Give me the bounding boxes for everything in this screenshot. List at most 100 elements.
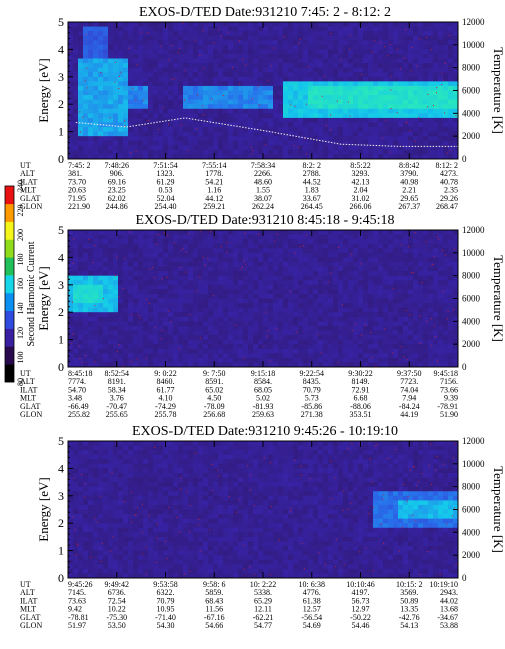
heatmap-cell	[163, 90, 169, 96]
heatmap-cell	[328, 49, 334, 55]
heatmap-cell	[288, 63, 294, 69]
heatmap-cell	[203, 49, 209, 55]
heatmap-cell	[218, 122, 224, 128]
heatmap-cell	[148, 239, 154, 245]
heatmap-cell	[153, 44, 159, 50]
heatmap-cell	[233, 362, 239, 368]
heatmap-cell	[338, 230, 344, 235]
heatmap-cell	[408, 67, 414, 73]
heatmap-cell	[68, 72, 74, 78]
heatmap-cell	[323, 63, 329, 69]
heatmap-cell	[363, 362, 369, 368]
heatmap-cell	[338, 303, 344, 309]
heatmap-cell	[368, 63, 374, 69]
heatmap-cell	[253, 325, 259, 331]
heatmap-cell	[448, 357, 454, 363]
heatmap-cell	[233, 289, 239, 295]
heatmap-cell	[303, 72, 309, 78]
heatmap-cell	[198, 293, 204, 299]
heatmap-cell	[108, 257, 114, 263]
heatmap-cell	[73, 243, 79, 249]
heatmap-cell	[338, 353, 344, 359]
heatmap-cell	[323, 330, 329, 336]
heatmap-cell	[263, 136, 269, 142]
heatmap-cell	[333, 275, 339, 281]
heatmap-cell	[283, 330, 289, 336]
heatmap-cell	[358, 72, 364, 78]
heatmap-cell	[228, 22, 234, 27]
heatmap-cell	[173, 145, 179, 151]
heatmap-cell	[393, 67, 399, 73]
heatmap-cell	[318, 266, 324, 272]
heatmap-cell	[193, 58, 199, 64]
heatmap-cell	[448, 31, 454, 37]
heatmap-cell	[423, 344, 429, 350]
heatmap-cell	[303, 31, 309, 37]
heatmap-cell	[223, 280, 229, 286]
heatmap-cell	[398, 257, 404, 263]
heatmap-cell	[228, 271, 234, 277]
orbit-value: 52.04	[157, 194, 175, 203]
heatmap-cell	[353, 40, 359, 46]
heatmap-cell	[433, 330, 439, 336]
heatmap-cell	[293, 362, 299, 368]
heatmap-cell	[123, 31, 129, 37]
heatmap-cell	[158, 275, 164, 281]
heatmap-cell	[233, 252, 239, 258]
heatmap-cell	[328, 22, 334, 27]
heatmap-cell	[133, 31, 139, 37]
heatmap-cell	[268, 113, 274, 119]
heatmap-cell	[403, 325, 409, 331]
heatmap-cell	[88, 303, 94, 309]
heatmap-cell	[148, 127, 154, 132]
heatmap-cell	[198, 40, 204, 46]
heatmap-cell	[183, 117, 189, 123]
heatmap-cell	[213, 145, 219, 151]
heatmap-cell	[423, 76, 429, 82]
heatmap-cell	[273, 113, 279, 119]
noise-dot	[299, 38, 301, 40]
heatmap-cell	[213, 284, 219, 290]
heatmap-cell	[163, 136, 169, 142]
heatmap-cell	[278, 22, 284, 27]
heatmap-cell	[203, 248, 209, 254]
heatmap-cell	[243, 307, 249, 313]
heatmap-cell	[383, 335, 389, 340]
heatmap-cell	[138, 108, 144, 114]
heatmap-cell	[223, 266, 229, 272]
heatmap-cell	[193, 113, 199, 119]
heatmap-cell	[73, 117, 79, 123]
heatmap-cell	[208, 289, 214, 295]
heatmap-cell	[383, 266, 389, 272]
heatmap-cell	[208, 117, 214, 123]
heatmap-cell	[448, 136, 454, 142]
heatmap-cell	[243, 104, 249, 110]
heatmap-cell	[253, 271, 259, 277]
heatmap-cell	[108, 108, 114, 114]
heatmap-cell	[328, 113, 334, 119]
heatmap-cell	[208, 312, 214, 318]
heatmap-cell	[418, 298, 424, 304]
heatmap-cell	[158, 312, 164, 318]
heatmap-cell	[388, 330, 394, 336]
heatmap-cell	[393, 344, 399, 350]
heatmap-cell	[318, 117, 324, 123]
heatmap-cell	[233, 108, 239, 114]
heatmap-cell	[293, 95, 299, 101]
heatmap-cell	[278, 252, 284, 258]
heatmap-cell	[348, 67, 354, 73]
heatmap-cell	[143, 44, 149, 50]
heatmap-cell	[408, 95, 414, 101]
heatmap-cell	[118, 154, 124, 160]
heatmap-cell	[68, 154, 74, 160]
heatmap-cell	[278, 72, 284, 78]
heatmap-cell	[83, 289, 89, 295]
heatmap-cell	[133, 131, 139, 137]
heatmap-cell	[268, 312, 274, 318]
heatmap-cell	[193, 154, 199, 160]
heatmap-cell	[103, 243, 109, 249]
heatmap-cell	[173, 325, 179, 331]
heatmap-cell	[123, 284, 129, 290]
heatmap-cell	[263, 95, 269, 101]
heatmap-cell	[398, 307, 404, 313]
